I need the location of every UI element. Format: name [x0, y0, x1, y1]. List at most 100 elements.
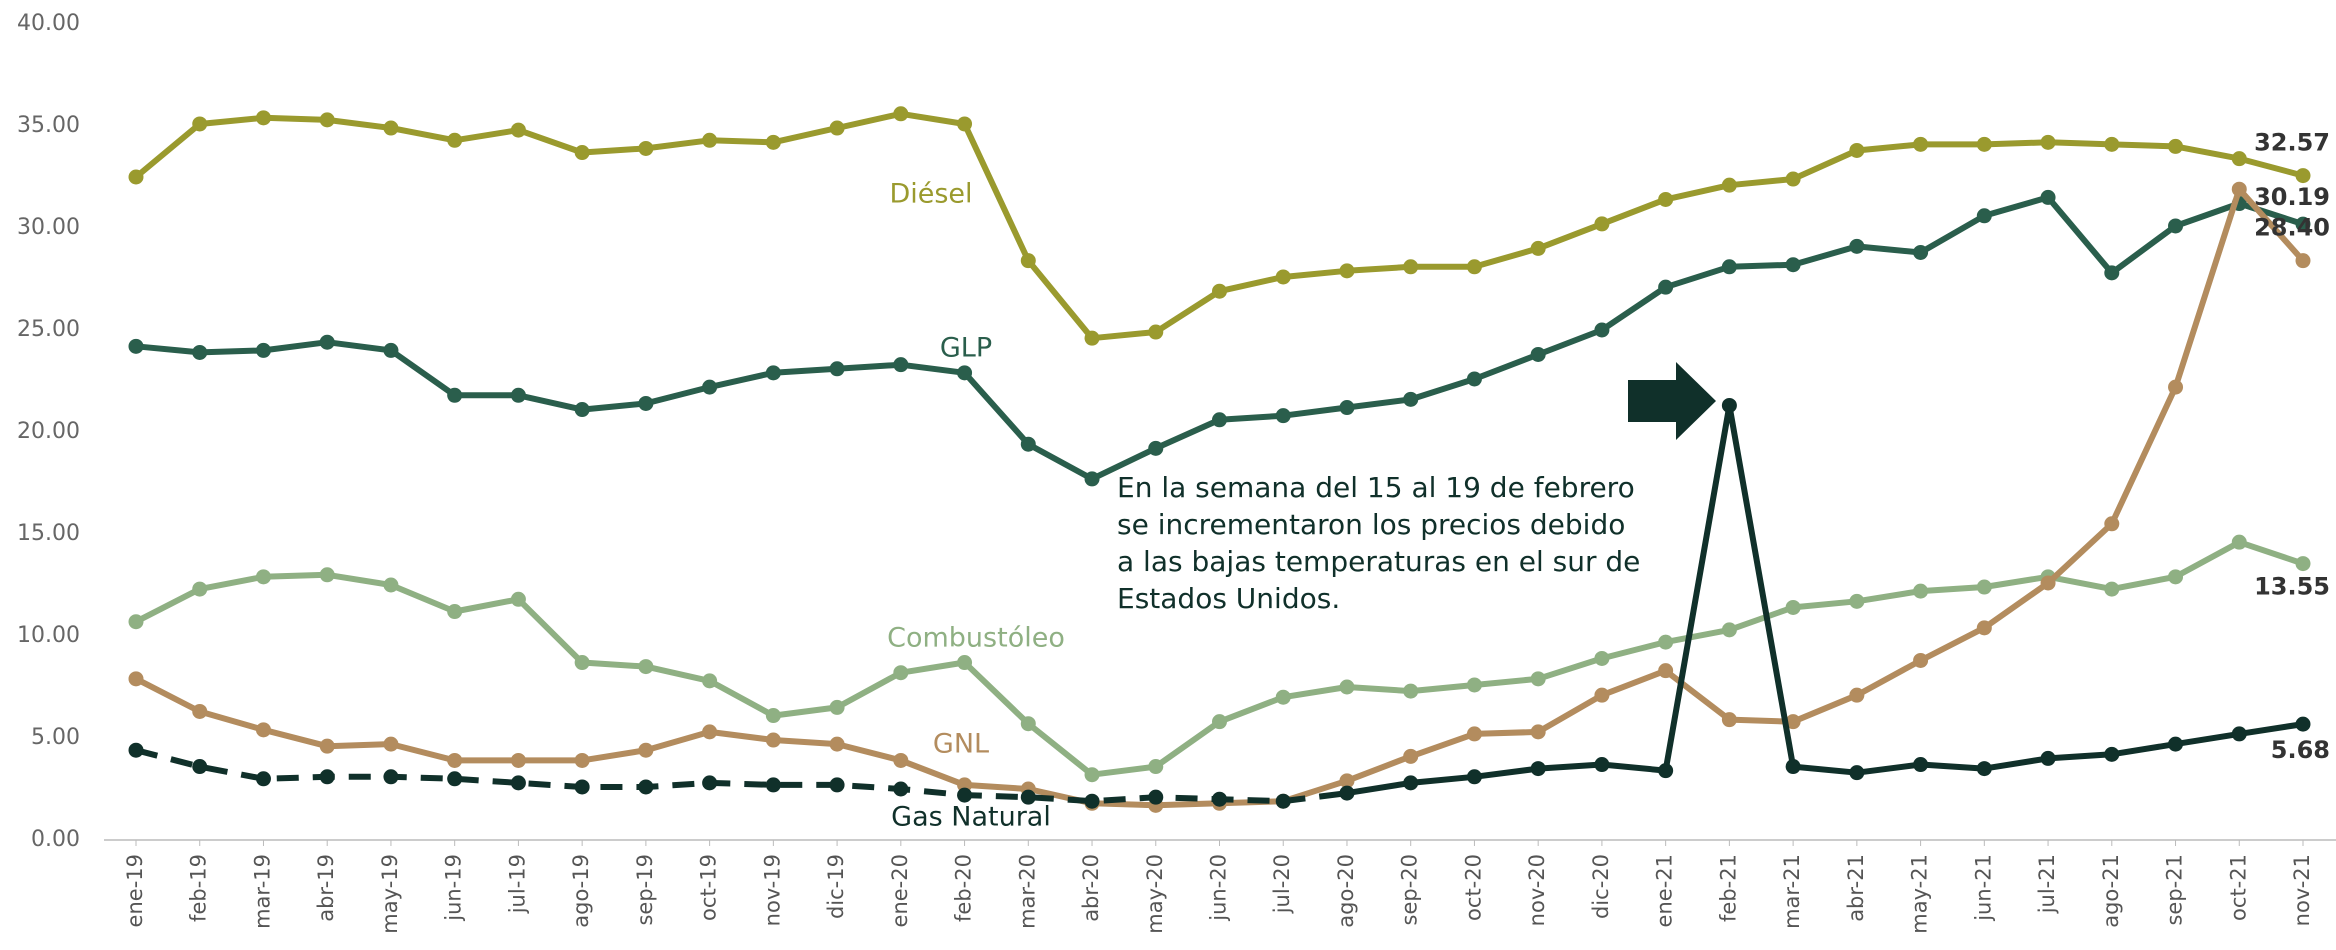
marker	[2168, 736, 2184, 752]
marker	[192, 581, 208, 597]
marker	[1084, 471, 1100, 487]
marker	[893, 106, 909, 122]
marker	[383, 736, 399, 752]
marker	[1339, 773, 1355, 789]
marker	[192, 116, 208, 132]
x-tick-label: jul-21	[2035, 854, 2059, 914]
marker	[893, 781, 909, 797]
marker	[1403, 391, 1419, 407]
marker	[893, 357, 909, 373]
x-tick-label: may-21	[1908, 854, 1932, 934]
y-tick-label: 10.00	[17, 623, 80, 648]
marker	[638, 140, 654, 156]
marker	[765, 708, 781, 724]
marker	[510, 387, 526, 403]
marker	[2295, 168, 2311, 184]
marker	[1976, 208, 1992, 224]
marker	[2168, 218, 2184, 234]
marker	[1020, 436, 1036, 452]
marker	[765, 732, 781, 748]
marker	[2104, 265, 2120, 281]
marker	[1020, 253, 1036, 269]
x-tick-label: jun-20	[1207, 854, 1231, 922]
marker	[2168, 138, 2184, 154]
marker	[1658, 634, 1674, 650]
x-tick-label: nov-21	[2290, 854, 2314, 926]
marker	[447, 132, 463, 148]
marker	[128, 338, 144, 354]
marker	[1594, 687, 1610, 703]
x-tick-label: feb-19	[187, 854, 211, 922]
marker	[1913, 244, 1929, 260]
marker	[1976, 620, 1992, 636]
marker	[1275, 408, 1291, 424]
x-tick-label: feb-20	[952, 854, 976, 922]
marker	[2231, 151, 2247, 167]
marker	[1212, 714, 1227, 730]
x-tick-label: jun-19	[442, 854, 466, 922]
marker	[1084, 793, 1100, 809]
series-name: GLP	[940, 333, 992, 364]
x-tick-label: sep-20	[1398, 854, 1422, 926]
x-tick-label: jul-20	[1270, 854, 1294, 914]
marker	[192, 759, 208, 775]
y-tick-label: 35.00	[17, 113, 80, 138]
x-tick-label: mar-20	[1015, 854, 1039, 929]
marker	[2104, 516, 2120, 532]
marker	[1913, 757, 1929, 773]
marker	[2295, 253, 2311, 269]
x-tick-label: abr-19	[314, 854, 338, 922]
marker	[319, 334, 335, 350]
marker	[2040, 189, 2056, 205]
marker	[319, 769, 335, 785]
y-tick-label: 20.00	[17, 419, 80, 444]
x-tick-label: ene-20	[888, 854, 912, 927]
y-tick-label: 0.00	[31, 827, 80, 852]
marker	[255, 342, 271, 358]
marker	[1913, 652, 1929, 668]
marker	[510, 752, 526, 768]
x-tick-label: abr-21	[1844, 854, 1868, 922]
marker	[1084, 767, 1100, 783]
marker	[1849, 238, 1865, 254]
x-tick-label: mar-19	[250, 854, 274, 929]
marker	[1339, 785, 1355, 801]
marker	[255, 771, 271, 787]
x-tick-label: may-19	[378, 854, 402, 934]
marker	[829, 777, 845, 793]
marker	[957, 116, 973, 132]
marker	[510, 122, 526, 138]
marker	[319, 738, 335, 754]
marker	[1530, 724, 1546, 740]
x-tick-label: mar-21	[1780, 854, 1804, 929]
marker	[2295, 216, 2311, 232]
marker	[1084, 330, 1100, 346]
x-tick-label: jun-21	[1971, 854, 1995, 922]
marker	[1148, 440, 1164, 456]
marker	[957, 365, 973, 381]
marker	[1403, 259, 1419, 275]
marker	[765, 365, 781, 381]
marker	[383, 769, 399, 785]
marker	[702, 775, 718, 791]
marker	[1466, 677, 1482, 693]
marker	[1594, 757, 1610, 773]
marker	[447, 604, 463, 620]
marker	[1148, 759, 1164, 775]
marker	[510, 775, 526, 791]
marker	[1721, 177, 1737, 193]
marker	[2295, 716, 2311, 732]
series-line	[1346, 402, 2304, 797]
marker	[1212, 791, 1227, 807]
marker	[1594, 650, 1610, 666]
marker	[1466, 259, 1482, 275]
marker	[1020, 716, 1036, 732]
value-label: 13.55	[2254, 573, 2330, 601]
x-tick-label: ene-19	[123, 854, 147, 927]
marker	[2168, 569, 2184, 585]
marker	[1339, 679, 1355, 695]
marker	[1849, 142, 1865, 158]
marker	[1466, 769, 1482, 785]
marker	[1785, 714, 1801, 730]
marker	[638, 659, 654, 675]
